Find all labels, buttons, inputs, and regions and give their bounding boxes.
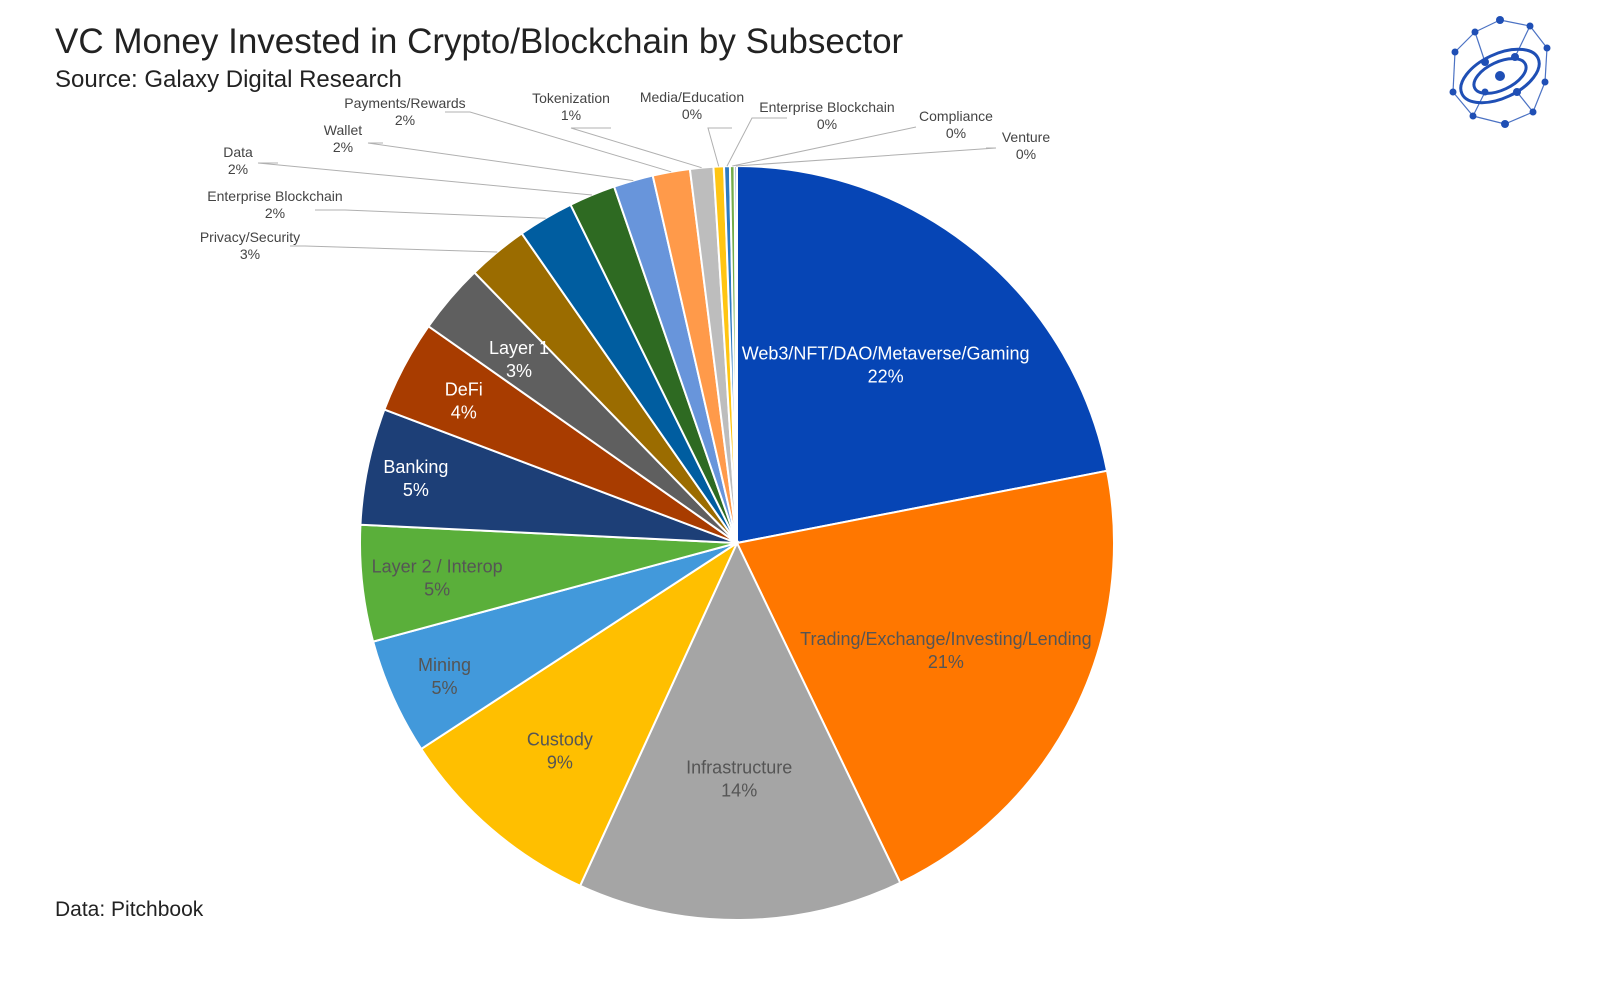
slice-percent: 0% (946, 125, 966, 141)
leader-line-payments-rewards-13 (445, 111, 672, 173)
slice-percent: 21% (928, 652, 964, 672)
slice-label-venture-18: Venture 0% (1002, 129, 1050, 162)
data-source-note: Data: Pitchbook (55, 898, 204, 921)
slice-label-compliance-17: Compliance 0% (919, 108, 993, 141)
leader-lines (257, 111, 997, 253)
slice-trading-exchange-investing-lending-1 (735, 469, 1115, 885)
slice-percent: 4% (451, 402, 477, 422)
slice-name: Tokenization (532, 90, 610, 106)
slice-name: Banking (383, 457, 448, 477)
slice-label-layer-2-interop-5: Layer 2 / Interop 5% (372, 557, 503, 600)
slice-name: Venture (1002, 129, 1050, 145)
leader-line-venture-18 (735, 147, 997, 167)
slice-label-tokenization-14: Tokenization 1% (532, 90, 610, 123)
slice-labels: Web3/NFT/DAO/Metaverse/Gaming 22% Trading/… (200, 89, 1092, 801)
slice-label-enterprise-blockchain-10: Enterprise Blockchain 2% (207, 188, 342, 221)
slice-percent: 3% (506, 361, 532, 381)
slice-percent: 5% (403, 480, 429, 500)
slice-label-data-11: Data 2% (223, 144, 253, 177)
slice-percent: 14% (721, 781, 757, 801)
slice-label-layer-1-8: Layer 1 3% (489, 338, 549, 381)
slice-percent: 2% (333, 139, 353, 155)
pie-slices (359, 164, 1115, 921)
slice-percent: 9% (547, 753, 573, 773)
slice-percent: 0% (682, 106, 702, 122)
slice-infrastructure-2 (578, 540, 902, 921)
slice-percent: 0% (817, 116, 837, 132)
slice-name: Wallet (324, 122, 362, 138)
slice-name: DeFi (445, 379, 483, 399)
slice-label-web3-nft-dao-metaverse-gaming-0: Web3/NFT/DAO/Metaverse/Gaming 22% (742, 344, 1030, 387)
slice-label-trading-exchange-investing-lending-1: Trading/Exchange/Investing/Lending 21% (800, 629, 1092, 672)
slice-name: Layer 2 / Interop (372, 557, 503, 577)
slice-percent: 2% (395, 112, 415, 128)
slice-percent: 2% (228, 161, 248, 177)
slice-name: Privacy/Security (200, 229, 300, 245)
leader-line-compliance-17 (732, 126, 917, 167)
slice-label-privacy-security-9: Privacy/Security 3% (200, 229, 300, 262)
slice-percent: 0% (1016, 146, 1036, 162)
leader-line-privacy-security-9 (290, 245, 498, 253)
slice-custody-3 (419, 540, 740, 888)
slice-percent: 5% (432, 678, 458, 698)
slice-label-banking-6: Banking 5% (383, 457, 448, 500)
leader-line-data-11 (257, 162, 593, 196)
slice-name: Infrastructure (686, 758, 792, 778)
slice-label-enterprise-blockchain-16: Enterprise Blockchain 0% (759, 99, 894, 132)
slice-label-media-education-15: Media/Education 0% (640, 89, 744, 122)
chart-title: VC Money Invested in Crypto/Blockchain b… (55, 22, 904, 61)
slice-name: Enterprise Blockchain (759, 99, 894, 115)
slice-name: Layer 1 (489, 338, 549, 358)
slice-name: Mining (418, 655, 471, 675)
slice-name: Trading/Exchange/Investing/Lending (800, 629, 1092, 649)
slice-name: Data (223, 144, 253, 160)
chart-subtitle: Source: Galaxy Digital Research (55, 66, 402, 93)
slice-name: Compliance (919, 108, 993, 124)
slice-percent: 1% (561, 107, 581, 123)
slice-name: Enterprise Blockchain (207, 188, 342, 204)
slice-label-mining-4: Mining 5% (418, 655, 471, 698)
slice-name: Payments/Rewards (344, 95, 465, 111)
slice-name: Custody (527, 730, 593, 750)
leader-line-enterprise-blockchain-16 (726, 117, 787, 167)
leader-line-enterprise-blockchain-10 (315, 209, 546, 219)
slice-label-payments-rewards-13: Payments/Rewards 2% (344, 95, 465, 128)
slice-percent: 5% (424, 580, 450, 600)
leader-line-wallet-12 (367, 142, 634, 182)
leader-line-media-education-15 (707, 127, 732, 167)
slice-web3-nft-dao-metaverse-gaming-0 (736, 164, 1109, 545)
slice-percent: 2% (265, 205, 285, 221)
slice-name: Media/Education (640, 89, 744, 105)
slice-label-wallet-12: Wallet 2% (324, 122, 362, 155)
leader-line-tokenization-14 (570, 127, 702, 169)
slice-name: Web3/NFT/DAO/Metaverse/Gaming (742, 344, 1030, 364)
slice-label-infrastructure-2: Infrastructure 14% (686, 758, 792, 801)
slice-label-custody-3: Custody 9% (527, 730, 593, 773)
slice-label-defi-7: DeFi 4% (445, 379, 483, 422)
slice-percent: 3% (240, 246, 260, 262)
slice-percent: 22% (868, 367, 904, 387)
network-globe-icon (1449, 16, 1551, 128)
